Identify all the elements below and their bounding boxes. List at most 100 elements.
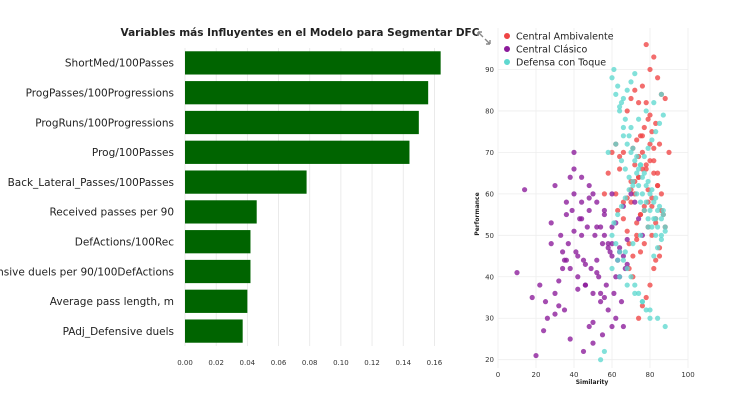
bar-label-average-pass-length-m: Average pass length, m (50, 296, 174, 308)
scatter-x-ticks: 0 20 40 60 80 100 (496, 371, 695, 379)
scatter-point-defensa-con-toque (658, 91, 665, 97)
scatter-point-central-cl-sico (560, 265, 566, 272)
bar-back-lateral-passes-100passes (185, 170, 307, 194)
scatter-point-central-ambivalente (656, 141, 663, 147)
scatter-point-central-cl-sico (529, 294, 535, 301)
scatter-point-defensa-con-toque (626, 174, 632, 180)
scatter-point-defensa-con-toque (609, 265, 615, 272)
scatter-point-defensa-con-toque (655, 315, 661, 321)
scatter-point-central-cl-sico (609, 241, 615, 247)
scatter-point-defensa-con-toque (605, 149, 611, 155)
scatter-point-defensa-con-toque (624, 87, 630, 93)
scatter-point-central-cl-sico (514, 270, 520, 276)
bar-label-defactions-100rec: DefActions/100Rec (75, 237, 174, 249)
scatter-point-defensa-con-toque (655, 245, 661, 251)
scatter-point-defensa-con-toque (624, 282, 630, 288)
scatter-point-defensa-con-toque (620, 257, 627, 263)
scatter-point-defensa-con-toque (637, 162, 644, 168)
scatter-point-defensa-con-toque (656, 120, 663, 126)
scatter-point-central-ambivalente (601, 191, 608, 197)
scatter-y-tick-label: 50 (485, 232, 494, 240)
scatter-point-central-cl-sico (609, 253, 615, 259)
scatter-point-central-ambivalente (651, 158, 657, 164)
scatter-point-defensa-con-toque (636, 182, 642, 189)
scatter-point-defensa-con-toque (609, 75, 615, 81)
scatter-point-defensa-con-toque (656, 203, 663, 209)
scatter-point-central-ambivalente (636, 315, 642, 321)
scatter-point-defensa-con-toque (637, 199, 644, 205)
scatter-point-central-ambivalente (634, 137, 640, 143)
scatter-point-defensa-con-toque (653, 216, 659, 222)
scatter-point-central-cl-sico (605, 245, 611, 251)
scatter-point-central-ambivalente (634, 232, 640, 238)
scatter-point-defensa-con-toque (626, 133, 632, 139)
scatter-point-defensa-con-toque (611, 66, 617, 73)
scatter-point-central-ambivalente (655, 170, 661, 176)
scatter-point-central-ambivalente (643, 166, 649, 172)
scatter-point-defensa-con-toque (662, 228, 668, 234)
bar-x-tick-label: 0.08 (302, 359, 318, 367)
scatter-point-central-cl-sico (575, 274, 581, 280)
scatter-point-central-ambivalente (624, 228, 630, 234)
scatter-x-tick-label: 0 (496, 371, 500, 379)
bar-bars (185, 51, 441, 343)
scatter-point-defensa-con-toque (630, 145, 636, 151)
scatter-point-defensa-con-toque (628, 124, 634, 131)
scatter-point-defensa-con-toque (611, 220, 617, 226)
scatter-point-central-ambivalente (639, 149, 646, 155)
scatter-point-defensa-con-toque (628, 274, 634, 280)
scatter-point-defensa-con-toque (617, 108, 623, 114)
scatter-point-central-ambivalente (632, 162, 638, 168)
scatter-point-central-cl-sico (533, 352, 539, 359)
scatter-point-central-ambivalente (651, 145, 657, 151)
legend-marker-central-ambivalente (504, 33, 510, 39)
scatter-point-central-ambivalente (626, 241, 632, 247)
scatter-point-central-ambivalente (655, 182, 661, 189)
scatter-point-central-cl-sico (565, 241, 571, 247)
scatter-point-defensa-con-toque (618, 203, 625, 209)
scatter-point-central-cl-sico (561, 257, 568, 263)
scatter-point-central-ambivalente (651, 265, 657, 272)
scatter-point-central-ambivalente (653, 220, 659, 226)
scatter-point-defensa-con-toque (617, 274, 623, 280)
scatter-point-central-cl-sico (592, 232, 598, 238)
scatter-point-central-cl-sico (613, 315, 619, 321)
scatter-point-defensa-con-toque (618, 100, 625, 106)
bar-defactions-100rec (185, 230, 251, 254)
scatter-point-central-ambivalente (653, 120, 659, 126)
scatter-point-defensa-con-toque (651, 100, 657, 106)
scatter-point-central-ambivalente (637, 211, 644, 218)
scatter-point-defensa-con-toque (660, 211, 666, 218)
scatter-point-central-cl-sico (588, 265, 594, 272)
scatter-point-defensa-con-toque (613, 91, 619, 97)
scatter-point-central-cl-sico (560, 249, 566, 255)
scatter-point-defensa-con-toque (649, 224, 655, 230)
scatter-point-central-ambivalente (647, 112, 653, 118)
scatter-x-tick-label: 20 (532, 371, 541, 379)
scatter-point-defensa-con-toque (628, 79, 634, 85)
scatter-point-defensa-con-toque (658, 232, 665, 238)
scatter-point-central-cl-sico (599, 332, 606, 338)
scatter-point-central-cl-sico (580, 348, 587, 355)
scatter-point-central-ambivalente (643, 162, 649, 168)
scatter-point-central-cl-sico (618, 299, 625, 305)
scatter-point-central-cl-sico (567, 174, 573, 180)
legend-label-central-ambivalente: Central Ambivalente (516, 32, 614, 43)
bar-x-tick-label: 0.12 (364, 359, 380, 367)
scatter-point-defensa-con-toque (622, 116, 628, 122)
collapse-arrows-icon[interactable] (477, 31, 491, 45)
scatter-point-defensa-con-toque (601, 348, 608, 355)
scatter-point-defensa-con-toque (647, 315, 653, 321)
scatter-y-tick-label: 70 (485, 149, 494, 157)
scatter-point-defensa-con-toque (658, 216, 665, 222)
scatter-point-defensa-con-toque (637, 232, 644, 238)
scatter-point-central-cl-sico (594, 270, 600, 276)
scatter-point-central-ambivalente (613, 191, 619, 197)
scatter-point-defensa-con-toque (622, 166, 628, 172)
scatter-point-central-cl-sico (575, 253, 581, 259)
scatter-point-defensa-con-toque (655, 224, 661, 230)
scatter-point-central-ambivalente (645, 116, 651, 122)
scatter-point-central-ambivalente (647, 141, 653, 147)
scatter-point-central-cl-sico (628, 191, 634, 197)
scatter-point-defensa-con-toque (649, 187, 655, 193)
